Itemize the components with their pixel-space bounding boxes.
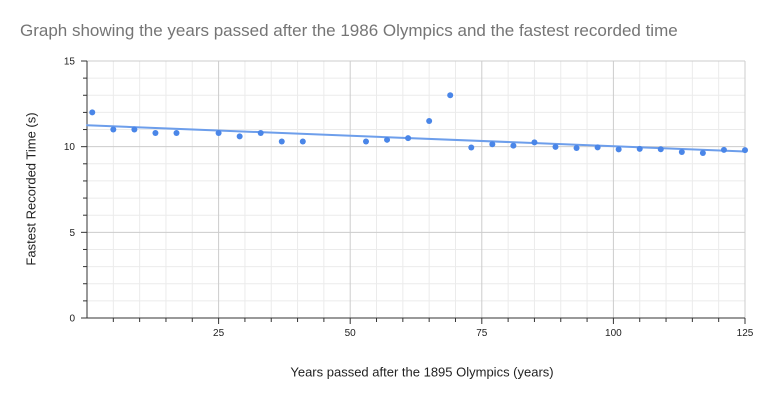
data-point: [699, 150, 706, 157]
data-points: [89, 92, 748, 157]
data-point: [110, 126, 117, 133]
data-point: [215, 129, 222, 136]
data-point: [615, 146, 622, 153]
data-point: [552, 143, 559, 150]
x-tick-label: 25: [213, 328, 225, 339]
chart-title: Graph showing the years passed after the…: [20, 21, 678, 40]
data-point: [131, 126, 138, 133]
x-tick-label: 50: [345, 328, 357, 339]
data-point: [89, 109, 96, 116]
data-point: [594, 144, 601, 151]
data-point: [720, 146, 727, 153]
y-tick-label: 0: [69, 314, 75, 325]
data-point: [152, 129, 159, 136]
data-point: [257, 129, 264, 136]
data-point: [468, 144, 475, 151]
data-point: [531, 139, 538, 146]
data-point: [405, 135, 412, 142]
data-point: [657, 146, 664, 153]
data-point: [636, 145, 643, 152]
trendline-layer: [86, 124, 746, 153]
data-point: [489, 141, 496, 148]
data-point: [510, 142, 517, 149]
y-tick-label: 15: [64, 57, 76, 68]
y-tick-label: 10: [64, 142, 76, 153]
tick-labels: 25 50 75 100 125 0 5 10 15: [64, 57, 754, 340]
data-point: [173, 129, 180, 136]
data-point: [236, 133, 243, 140]
data-point: [426, 117, 433, 124]
axes: [81, 60, 746, 324]
data-point: [678, 148, 685, 155]
data-point: [447, 92, 454, 99]
data-point: [278, 138, 285, 145]
x-tick-label: 75: [476, 328, 488, 339]
grid: [87, 60, 746, 318]
x-tick-label: 100: [605, 328, 622, 339]
trendline: [86, 124, 746, 153]
x-tick-label: 125: [737, 328, 754, 339]
data-point: [573, 145, 580, 152]
x-axis-label: Years passed after the 1895 Olympics (ye…: [290, 364, 554, 380]
data-point: [742, 147, 748, 154]
y-tick-label: 5: [69, 228, 75, 239]
data-point: [384, 136, 391, 143]
data-point: [299, 138, 306, 145]
data-point: [362, 138, 369, 145]
